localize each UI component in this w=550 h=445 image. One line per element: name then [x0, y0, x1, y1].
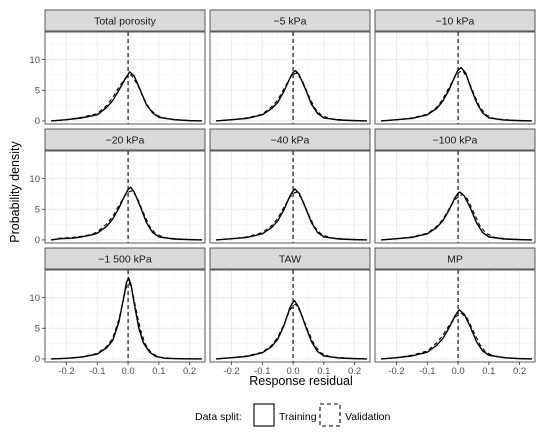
panel-border [374, 269, 536, 363]
training-density-line [381, 66, 532, 122]
legend: Data split: Training Validation [195, 403, 390, 427]
legend-key-solid [253, 403, 275, 427]
panel-border [209, 150, 371, 244]
facet-panel: MP -0.2 -0.1 0.0 0.1 0.2 [374, 247, 536, 377]
training-density-line [381, 191, 532, 241]
facet-strip [209, 128, 371, 151]
x-axis-title: Response residual [249, 374, 353, 388]
x-tick-label: 0.2 [513, 366, 526, 377]
panel-grid: Total porosity 0 5 10 −5 kPa −10 kPa −20 kPa 0 5… [29, 9, 536, 377]
training-density-line [381, 309, 532, 360]
legend-entry: Validation [319, 403, 390, 427]
validation-density-line [51, 190, 202, 241]
facet-title: −20 kPa [106, 135, 145, 147]
facet-panel: −20 kPa 0 5 10 [29, 128, 206, 246]
x-tick-label: 0.2 [183, 366, 196, 377]
x-tick-label: -0.1 [89, 366, 105, 377]
validation-density-line [216, 191, 367, 241]
y-tick-label: 5 [35, 86, 40, 97]
facet-panel: TAW -0.2 -0.1 0.0 0.1 0.2 [209, 247, 371, 377]
legend-title: Data split: [195, 411, 242, 423]
y-tick-label: 10 [29, 293, 40, 304]
facet-strip [44, 247, 206, 270]
facet-panel: −5 kPa [209, 9, 371, 125]
x-tick-label: 0.1 [317, 366, 330, 377]
training-density-line [216, 69, 367, 122]
y-tick-label: 5 [35, 205, 40, 216]
facet-title: −5 kPa [274, 16, 307, 28]
panel-background [45, 151, 205, 243]
y-tick-label: 10 [29, 55, 40, 66]
training-density-line [216, 299, 367, 360]
facet-panel: −1 500 kPa 0 5 10 -0.2 -0.1 0.0 0.1 0.2 [29, 247, 206, 377]
legend-key-dashed [319, 403, 341, 427]
x-tick-label: -0.1 [254, 366, 270, 377]
panel-border [44, 150, 206, 244]
validation-density-line [51, 74, 202, 122]
training-density-line [51, 277, 202, 360]
legend-entry: Training [253, 403, 317, 427]
y-tick-label: 5 [35, 324, 40, 335]
y-tick-label: 10 [29, 174, 40, 185]
facet-strip [44, 128, 206, 151]
validation-density-line [51, 282, 202, 360]
facet-strip [374, 247, 536, 270]
x-tick-label: 0.1 [152, 366, 165, 377]
panel-border [209, 269, 371, 363]
legend-label: Training [279, 411, 317, 423]
panel-border [374, 150, 536, 244]
facet-strip [374, 9, 536, 32]
x-tick-label: -0.2 [223, 366, 239, 377]
x-tick-label: 0.0 [121, 366, 134, 377]
facet-title: MP [447, 254, 463, 266]
validation-density-line [381, 70, 532, 122]
y-tick-label: 0 [35, 354, 40, 365]
panel-border [44, 269, 206, 363]
x-tick-label: 0.0 [451, 366, 464, 377]
y-tick-label: 0 [35, 116, 40, 127]
x-tick-label: 0.0 [286, 366, 299, 377]
validation-density-line [381, 194, 532, 241]
panel-background [210, 270, 370, 362]
facet-panel: −10 kPa [374, 9, 536, 125]
panel-background [45, 270, 205, 362]
facet-title: −40 kPa [271, 135, 310, 147]
panel-border [44, 31, 206, 125]
x-tick-label: -0.2 [58, 366, 74, 377]
facet-title: −1 500 kPa [98, 254, 152, 266]
facet-title: −100 kPa [433, 135, 478, 147]
y-axis-title: Probability density [8, 141, 22, 243]
facet-title: −10 kPa [436, 16, 475, 28]
facet-strip [374, 128, 536, 151]
x-tick-label: 0.1 [482, 366, 495, 377]
y-tick-label: 0 [35, 235, 40, 246]
facet-panel: Total porosity 0 5 10 [29, 9, 206, 127]
panel-border [209, 31, 371, 125]
panel-background [375, 32, 535, 124]
training-density-line [216, 188, 367, 241]
validation-density-line [381, 313, 532, 360]
x-tick-label: 0.2 [348, 366, 361, 377]
facet-title: Total porosity [94, 16, 157, 28]
facet-title: TAW [279, 254, 301, 266]
legend-label: Validation [345, 411, 390, 423]
facet-panel: −40 kPa [209, 128, 371, 244]
x-tick-label: -0.2 [388, 366, 404, 377]
panel-border [374, 31, 536, 125]
facet-strip [209, 9, 371, 32]
training-density-line [51, 186, 202, 241]
facet-panel: −100 kPa [374, 128, 536, 244]
facet-strip [209, 247, 371, 270]
training-density-line [51, 71, 202, 122]
facet-strip [44, 9, 206, 32]
x-tick-label: -0.1 [419, 366, 435, 377]
